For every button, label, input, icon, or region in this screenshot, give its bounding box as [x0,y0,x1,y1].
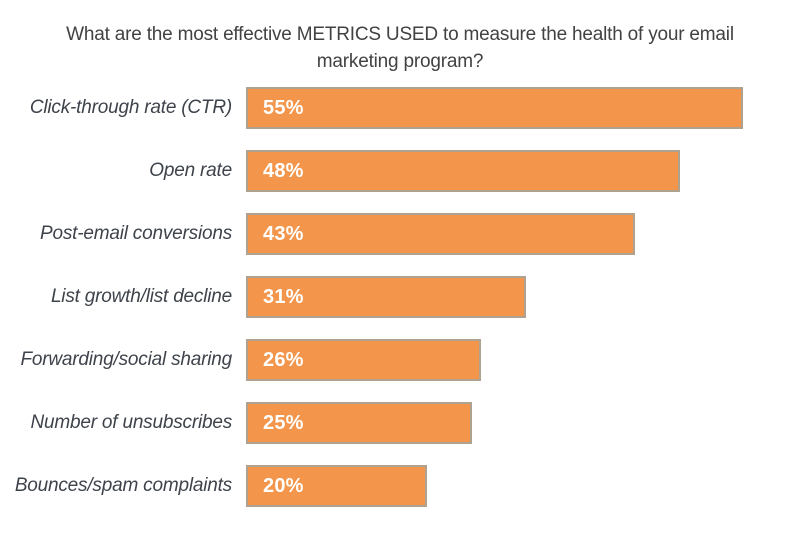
value-label: 48% [263,159,304,182]
category-label: List growth/list decline [50,286,232,307]
value-label: 20% [263,474,304,497]
bar-rows: Click-through rate (CTR) 55% Open rate 4… [0,87,800,507]
bar-row: Click-through rate (CTR) 55% [0,87,800,129]
category-label: Forwarding/social sharing [20,349,233,370]
bar-row: Post-email conversions 43% [0,213,800,255]
bar: 43% [246,213,635,255]
bar: 25% [246,402,472,444]
bar: 20% [246,465,427,507]
category-label: Number of unsubscribes [30,412,232,433]
bar: 26% [246,339,482,381]
category-label: Open rate [149,160,232,181]
bar: 48% [246,150,680,192]
bar-row: Bounces/spam complaints 20% [0,465,800,507]
bar-row: List growth/list decline 31% [0,276,800,318]
chart-title: What are the most effective METRICS USED… [66,24,734,72]
value-label: 26% [263,348,304,371]
bar: 55% [246,87,744,129]
value-label: 25% [263,411,304,434]
bar-row: Forwarding/social sharing 26% [0,339,800,381]
category-label: Bounces/spam complaints [14,475,232,496]
bar: 31% [246,276,527,318]
value-label: 55% [263,96,304,119]
category-label: Click-through rate (CTR) [29,97,232,118]
bar-row: Number of unsubscribes 25% [0,402,800,444]
value-label: 43% [263,222,304,245]
bar-row: Open rate 48% [0,150,800,192]
category-label: Post-email conversions [39,223,232,244]
value-label: 31% [263,285,304,308]
